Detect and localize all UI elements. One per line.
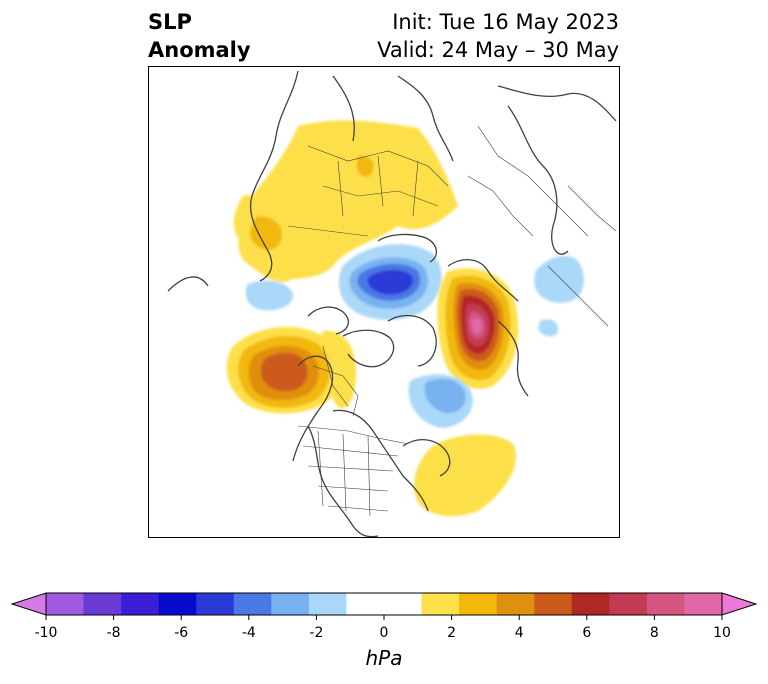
colorbar-tick-label: 2 [447, 625, 457, 641]
colorbar-segment [421, 593, 460, 615]
borders [287, 125, 617, 517]
colorbar-tick-label: -2 [309, 625, 324, 641]
colorbar-segment [459, 593, 498, 615]
colorbar-tick-label: 4 [514, 625, 524, 641]
negative-anomaly-pacific [245, 280, 294, 311]
slp-anomaly-map [148, 66, 620, 538]
colorbar-extend-max [721, 592, 758, 616]
positive-anomaly-alaska [226, 326, 357, 414]
colorbar-tick-label: -6 [174, 625, 189, 641]
colorbar-tick-label: 10 [713, 625, 731, 641]
colorbar-tick-label: 6 [582, 625, 592, 641]
coastlines [167, 70, 617, 538]
colorbar-segment [534, 593, 573, 615]
colorbar-tick-label: -10 [34, 625, 58, 641]
colorbar-segment [646, 593, 685, 615]
colorbar-tick-label: -4 [241, 625, 256, 641]
title-line-1: SLP [148, 10, 192, 34]
colorbar-tick-label: -8 [106, 625, 121, 641]
colorbar-unit-label: hPa [365, 646, 403, 670]
colorbar-segment [121, 593, 160, 615]
init-date: Init: Tue 16 May 2023 [392, 10, 619, 34]
positive-anomaly-europe [437, 268, 519, 389]
negative-anomaly-greenland [408, 374, 473, 428]
colorbar-segment [609, 593, 648, 615]
negative-anomaly-asia [534, 255, 584, 337]
colorbar-segment [496, 593, 535, 615]
colorbar-segment [158, 593, 197, 615]
colorbar-segment [308, 593, 347, 615]
date-info: Init: Tue 16 May 2023 Valid: 24 May – 30… [377, 8, 619, 64]
colorbar-segment [196, 593, 235, 615]
negative-anomaly-arctic [338, 244, 442, 320]
colorbar-segment [571, 593, 610, 615]
colorbar-tick-label: 0 [379, 625, 389, 641]
title-line-2: Anomaly [148, 38, 251, 62]
colorbar-segment [271, 593, 310, 615]
positive-anomaly-atlantic [413, 434, 517, 517]
colorbar-segment [346, 593, 385, 615]
valid-range: Valid: 24 May – 30 May [377, 38, 619, 62]
colorbar-segment [233, 593, 272, 615]
positive-anomaly-siberia [233, 120, 458, 282]
colorbar-tick-label: 8 [649, 625, 659, 641]
colorbar [10, 592, 758, 620]
colorbar-segment [384, 593, 423, 615]
colorbar-segment [83, 593, 122, 615]
map-title: SLP Anomaly [148, 8, 251, 64]
colorbar-extend-min [10, 592, 47, 616]
colorbar-segment [684, 593, 723, 615]
colorbar-segment [46, 593, 85, 615]
